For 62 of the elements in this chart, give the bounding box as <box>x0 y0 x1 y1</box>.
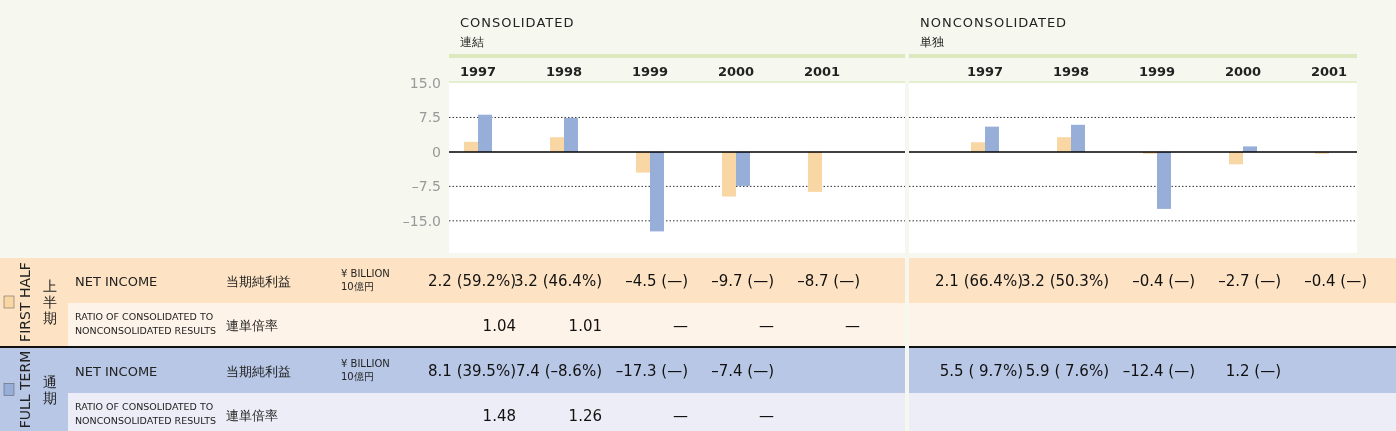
y-tick-label: 15.0 <box>409 75 441 91</box>
text: RATIO OF CONSOLIDATED TO NONCONSOLIDATED RESULTS <box>75 311 216 336</box>
chart-title: CONSOLIDATED <box>460 15 575 30</box>
text: 上半期 <box>43 278 57 326</box>
data-label: –12.4 (—) <box>1122 362 1195 380</box>
y-tick-label: –7.5 <box>411 178 441 195</box>
text: — <box>759 317 774 335</box>
data-label: 5.9 ( 7.6%) <box>1025 362 1109 380</box>
data-label: –8.7 (—) <box>797 272 860 290</box>
text: 1.04 <box>482 317 516 335</box>
x-tick-label: 1997 <box>459 64 497 79</box>
text: 当期純利益 <box>226 274 291 289</box>
text: NET INCOME <box>75 364 158 379</box>
x-tick-label: 2000 <box>717 64 755 79</box>
data-label: 2.2 (59.2%) <box>428 272 516 290</box>
data-label: –4.5 (—) <box>625 272 688 290</box>
data-label: –0.4 (—) <box>1132 272 1195 290</box>
text: ¥ BILLION <box>341 358 390 369</box>
x-tick-label: 1999 <box>631 64 669 79</box>
x-tick-label: 1998 <box>1052 64 1090 79</box>
text: 1.48 <box>482 407 516 425</box>
data-label: 5.5 ( 9.7%) <box>939 362 1023 380</box>
y-tick-label: 0 <box>432 143 441 160</box>
legend-label: FIRST HALF <box>17 262 33 342</box>
chart-title: NONCONSOLIDATED <box>920 15 1068 30</box>
text: 1.26 <box>568 407 602 425</box>
data-label: –9.7 (—) <box>711 272 774 290</box>
text: NET INCOME <box>75 274 158 289</box>
x-tick-label: 2001 <box>1310 64 1348 79</box>
data-label: 3.2 (46.4%) <box>514 272 602 290</box>
chart-subtitle: 単独 <box>920 35 944 49</box>
y-tick-label: –15.0 <box>402 212 441 229</box>
text: 当期純利益 <box>226 364 291 379</box>
y-tick-label: 7.5 <box>418 109 441 126</box>
data-label: 7.4 (–8.6%) <box>516 362 602 380</box>
x-tick-label: 2000 <box>1224 64 1262 79</box>
data-label: –17.3 (—) <box>615 362 688 380</box>
x-tick-label: 1998 <box>545 64 583 79</box>
data-label: 1.2 (—) <box>1225 362 1281 380</box>
data-label: –0.4 (—) <box>1304 272 1367 290</box>
data-label: –2.7 (—) <box>1218 272 1281 290</box>
text: — <box>673 407 688 425</box>
chart-subtitle: 連結 <box>460 35 484 49</box>
text: 通期 <box>43 373 57 406</box>
data-label: –7.4 (—) <box>711 362 774 380</box>
text: — <box>759 407 774 425</box>
data-label: 3.2 (50.3%) <box>1021 272 1109 290</box>
text: 連単倍率 <box>226 408 278 423</box>
data-label: 2.1 (66.4%) <box>935 272 1023 290</box>
text: — <box>673 317 688 335</box>
x-tick-label: 2001 <box>803 64 841 79</box>
text: 10億円 <box>341 281 374 292</box>
text: 連単倍率 <box>226 318 278 333</box>
data-label: 8.1 (39.5%) <box>428 362 516 380</box>
text: 1.01 <box>568 317 602 335</box>
text: 10億円 <box>341 371 374 382</box>
legend-label: FULL TERM <box>17 350 33 429</box>
text: ¥ BILLION <box>341 268 390 279</box>
x-tick-label: 1997 <box>966 64 1004 79</box>
text: — <box>845 317 860 335</box>
text: RATIO OF CONSOLIDATED TO NONCONSOLIDATED RESULTS <box>75 401 216 426</box>
x-tick-label: 1999 <box>1138 64 1176 79</box>
